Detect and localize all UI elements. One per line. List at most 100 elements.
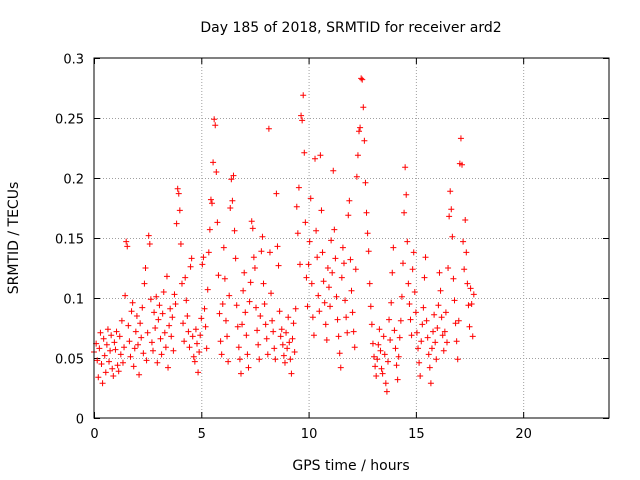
data-point: [423, 317, 430, 324]
data-point: [195, 369, 202, 376]
data-point: [163, 273, 170, 280]
data-point: [379, 370, 386, 377]
data-point: [365, 248, 372, 255]
data-point: [123, 238, 130, 245]
data-point: [411, 289, 418, 295]
data-point: [202, 323, 209, 330]
data-point: [157, 335, 164, 342]
data-point: [205, 249, 212, 256]
data-point: [278, 326, 285, 333]
data-point: [131, 345, 138, 352]
data-point: [419, 321, 426, 328]
data-point: [209, 200, 216, 207]
data-point: [162, 344, 169, 351]
data-point: [347, 256, 354, 263]
data-point: [178, 280, 185, 287]
data-point: [417, 373, 424, 379]
data-point: [457, 135, 464, 142]
data-point: [220, 244, 227, 251]
data-point: [173, 220, 180, 227]
data-point: [459, 161, 466, 168]
data-point: [452, 320, 459, 327]
data-point: [378, 365, 385, 372]
grid: [94, 58, 609, 418]
data-point: [167, 305, 174, 312]
data-point: [184, 313, 191, 319]
data-point: [281, 359, 288, 366]
data-point: [116, 333, 123, 340]
data-point: [405, 280, 412, 287]
data-point: [226, 292, 233, 299]
data-point: [323, 337, 330, 343]
data-point: [249, 225, 256, 232]
data-point: [221, 275, 228, 282]
data-point: [174, 185, 181, 192]
data-point: [358, 75, 365, 82]
data-point: [235, 344, 242, 351]
data-point: [191, 358, 198, 365]
data-point: [259, 233, 266, 240]
data-point: [188, 255, 195, 262]
data-point: [354, 152, 361, 159]
data-point: [232, 255, 239, 262]
data-point: [136, 371, 143, 378]
data-point: [154, 359, 161, 366]
data-point: [143, 357, 150, 364]
data-point: [181, 338, 188, 345]
data-point: [198, 315, 205, 322]
data-point: [401, 209, 408, 216]
data-point: [422, 254, 429, 261]
data-point: [97, 329, 104, 336]
data-point: [372, 363, 379, 370]
data-point: [400, 260, 406, 267]
data-point: [159, 310, 166, 317]
data-point: [398, 293, 405, 300]
y-tick-label: 0.1: [63, 293, 84, 308]
data-point: [177, 241, 184, 247]
data-point: [364, 230, 371, 237]
data-point: [465, 302, 472, 309]
y-tick-label: 0.15: [55, 233, 84, 248]
data-point: [386, 316, 393, 323]
data-point: [145, 232, 152, 239]
data-point: [287, 356, 294, 363]
data-point: [450, 275, 457, 282]
data-point: [325, 284, 332, 291]
data-point: [387, 337, 394, 343]
data-point: [376, 326, 383, 333]
data-point: [415, 345, 422, 352]
data-point: [463, 249, 470, 256]
data-point: [435, 302, 442, 309]
data-point: [268, 290, 275, 297]
data-point: [336, 350, 343, 357]
data-point: [216, 310, 223, 317]
data-point: [161, 329, 168, 336]
data-point: [201, 305, 208, 312]
data-point: [447, 188, 454, 195]
data-point: [290, 320, 297, 327]
x-axis-label: GPS time / hours: [292, 458, 409, 474]
data-point: [363, 209, 370, 216]
data-point: [130, 363, 137, 370]
data-point: [464, 280, 471, 287]
data-point: [242, 309, 249, 316]
data-point: [217, 338, 224, 345]
data-point: [113, 328, 120, 335]
data-point: [361, 137, 368, 144]
data-point: [185, 328, 192, 335]
data-point: [445, 265, 452, 271]
data-point: [189, 333, 196, 340]
y-tick-label: 0.3: [63, 53, 84, 68]
data-point: [199, 261, 206, 268]
data-point: [264, 351, 271, 358]
data-point: [170, 347, 177, 354]
data-point: [274, 243, 281, 250]
data-point: [389, 269, 396, 276]
data-point: [448, 206, 455, 213]
data-point: [155, 316, 162, 323]
data-point: [180, 320, 187, 327]
data-point: [303, 274, 310, 281]
data-point: [373, 373, 380, 379]
data-point: [266, 249, 273, 256]
